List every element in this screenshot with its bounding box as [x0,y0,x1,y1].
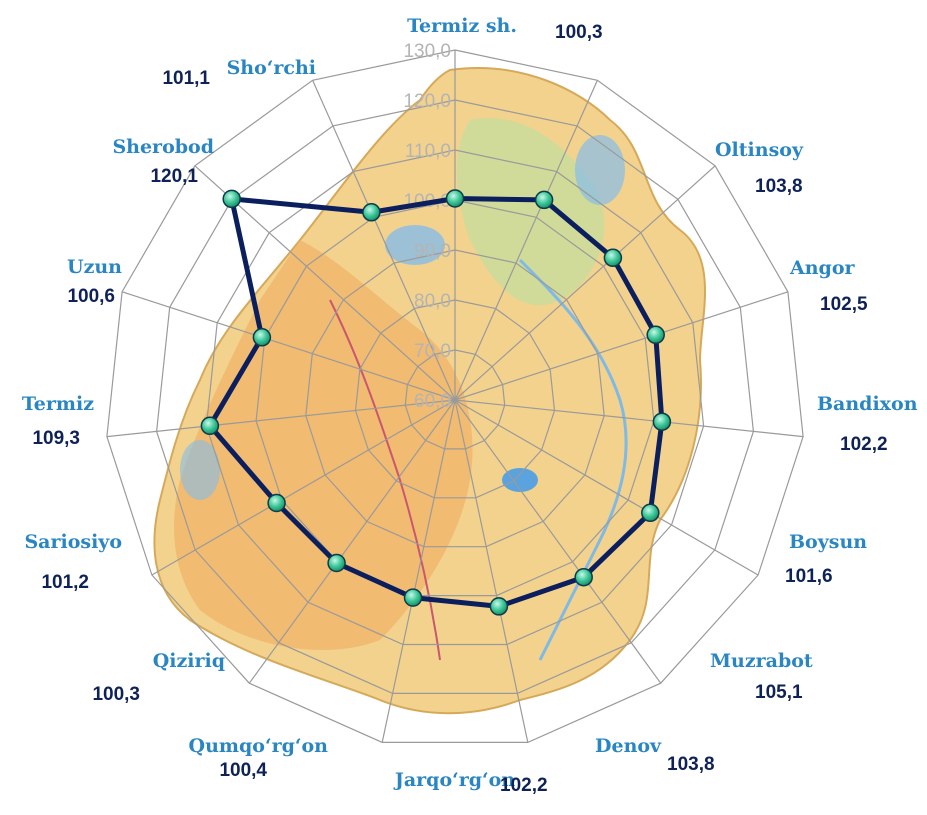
grid-spoke [312,80,456,401]
tick-label: 110,0 [405,141,451,162]
tick-label: 60,0 [414,391,451,412]
data-value-label: 102,2 [840,434,888,455]
category-label: Termiz sh. [407,15,517,37]
radar-grid [106,49,804,744]
data-value-label: 101,1 [162,68,210,89]
grid-spoke [454,399,804,438]
data-point-marker [489,597,509,616]
category-label: Sho‘rchi [227,57,316,79]
data-value-label: 101,6 [785,566,833,587]
data-point-marker [267,493,286,513]
data-value-label: 105,1 [755,682,803,703]
data-value-label: 103,8 [667,754,715,775]
category-label: Denov [595,735,662,757]
map-lowland-shape [174,240,473,650]
category-label: Sherobod [112,136,214,158]
tick-label: 90,0 [414,241,451,262]
data-value-label: 103,8 [755,176,803,197]
data-point-marker [646,325,665,345]
category-label: Boysun [789,531,867,553]
data-point-marker [641,503,660,523]
category-label: Muzrabot [710,650,813,672]
tick-label: 130,0 [403,41,451,62]
data-point-marker [603,248,623,268]
category-label: Sariosiyo [24,531,122,553]
data-value-label: 102,2 [500,775,548,796]
grid-ring [255,199,655,597]
grid-spoke [454,165,716,401]
data-value-label: 100,6 [67,286,115,307]
data-value-label: 102,5 [820,294,868,315]
data-point-marker [252,328,272,347]
data-point-marker [327,553,346,573]
grid-ring [404,349,506,450]
grid-ring [106,49,804,744]
data-point-marker [445,189,465,208]
grid-ring [205,149,705,646]
map-water [180,440,220,500]
grid-spoke [454,399,759,576]
grid-ring [354,299,556,499]
map-lake [502,468,538,492]
data-value-label: 100,3 [92,684,140,705]
data-value-label: 100,4 [219,760,267,781]
grid-spoke [454,399,529,743]
series-group [200,189,672,616]
category-label: Jarqo‘rg‘on [393,769,515,791]
category-label: Bandixon [817,393,918,415]
category-label: Oltinsoy [715,139,804,161]
data-point-marker [222,189,241,209]
grid-spoke [454,291,789,401]
grid-spoke [151,399,456,576]
grid-spoke [248,399,456,684]
data-value-label: 120,1 [150,166,198,187]
grid-spoke [106,399,456,438]
data-point-marker [652,412,672,431]
map-water [575,135,625,205]
tick-label: 70,0 [414,341,451,362]
grid-spoke [381,399,456,743]
category-label: Uzun [67,256,122,278]
data-point-marker [403,588,423,607]
category-label: Angor [789,257,856,279]
tick-label: 120,0 [403,91,451,112]
series-line [207,196,665,609]
grid-spoke [121,291,456,401]
data-point-marker [200,416,220,436]
map-river [518,258,628,661]
grid-spoke [454,399,662,684]
data-value-label: 101,2 [41,572,89,593]
data-point-marker [534,190,554,210]
data-point-marker [574,567,593,587]
data-point-marker [362,203,381,222]
category-label: Termiz [22,393,94,415]
data-value-label: 100,3 [555,22,603,43]
grid-ring [305,249,605,548]
grid-spoke [454,80,598,401]
category-label: Qumqo‘rg‘on [189,735,329,757]
grid-ring [155,99,755,695]
data-value-label: 109,3 [32,428,80,449]
category-label: Qiziriq [153,650,225,672]
tick-label: 80,0 [414,291,451,312]
category-labels: Termiz sh. 100,3 Oltinsoy 103,8 Angor 102,5 Ba… [22,15,918,796]
